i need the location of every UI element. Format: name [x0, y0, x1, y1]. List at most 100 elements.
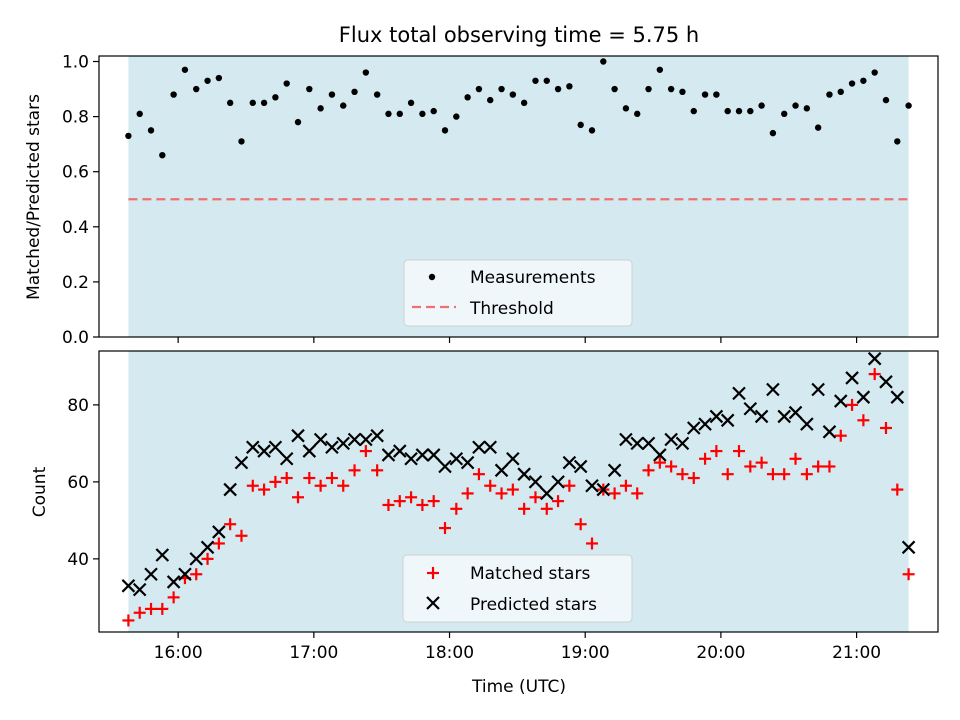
y-tick-label: 40	[67, 550, 89, 570]
measurement-point	[713, 91, 720, 98]
x-axis-ticks	[177, 337, 858, 343]
measurement-point	[837, 88, 844, 96]
measurement-point	[905, 102, 912, 109]
predicted-star-marker	[630, 436, 645, 451]
measurement-point	[588, 127, 596, 134]
x-tick-label: 18:00	[425, 643, 474, 663]
y-tick-label: 0.6	[62, 163, 89, 183]
measurement-point	[679, 88, 686, 96]
y-tick-label: 0.2	[62, 273, 89, 293]
predicted-star-marker	[845, 371, 859, 385]
matched-star-marker	[292, 491, 305, 504]
predicted-star-marker	[788, 405, 803, 420]
predicted-star-marker	[404, 452, 418, 466]
predicted-star-marker	[291, 428, 305, 443]
measurement-point	[622, 105, 630, 112]
matched-star-marker	[393, 495, 406, 508]
measurement-point	[577, 121, 584, 129]
plot-frame	[98, 55, 939, 338]
matched-star-marker	[190, 568, 203, 581]
measurement-point	[894, 138, 901, 145]
matched-star-marker	[314, 479, 327, 492]
predicted-star-marker	[596, 482, 611, 497]
predicted-star-marker	[664, 432, 678, 447]
predicted-star-marker	[743, 401, 758, 416]
measurement-point	[215, 74, 223, 82]
y-tick-label: 1.0	[62, 53, 89, 73]
matched-star-marker	[721, 468, 734, 481]
measurement-point	[690, 107, 697, 115]
predicted-star-marker	[460, 455, 475, 470]
measurement-point	[826, 91, 833, 98]
matched-star-marker	[529, 491, 542, 504]
predicted-star-marker	[732, 386, 746, 401]
matched-star-marker	[518, 502, 531, 515]
matched-star-marker	[766, 468, 779, 481]
predicted-star-marker	[585, 478, 599, 493]
matched-star-marker	[879, 421, 892, 434]
measurement-points	[125, 58, 912, 159]
predicted-star-marker	[189, 552, 204, 566]
count-panel: 40 60 80 16:00 17:00 18:00 19:00 20:00 21:00 Co…	[30, 350, 939, 697]
matched-star-marker	[212, 537, 225, 550]
measurement-point	[860, 77, 867, 84]
predicted-star-marker	[415, 448, 430, 462]
predicted-star-marker	[359, 432, 373, 447]
predicted-star-marker	[517, 467, 531, 481]
measurement-point	[125, 132, 132, 140]
predicted-star-marker	[698, 417, 712, 431]
matched-star-marker	[506, 483, 519, 496]
matched-star-marker	[405, 491, 418, 504]
legend-label-predicted: Predicted stars	[470, 595, 597, 615]
measurement-point	[328, 91, 336, 98]
predicted-star-marker	[573, 459, 588, 474]
matched-star-marker	[902, 568, 915, 581]
predicted-star-marker	[777, 409, 791, 424]
predicted-star-marker	[178, 567, 192, 582]
measurement-point	[735, 107, 743, 115]
matched-star-marker	[812, 460, 825, 473]
y-axis-label: Matched/Predicted stars	[24, 94, 44, 300]
measurement-point	[566, 83, 573, 90]
ratio-panel: 0.0 0.2 0.4 0.6 0.8 1.0 Matched/Predicted sta…	[24, 53, 939, 348]
matched-star-marker	[359, 445, 372, 458]
matched-star-marker	[744, 460, 757, 473]
matched-star-marker	[563, 479, 576, 492]
matched-star-marker	[619, 479, 632, 492]
predicted-star-marker	[212, 525, 226, 539]
measurement-point	[204, 77, 211, 84]
matched-star-marker	[201, 552, 214, 565]
measurement-point	[871, 69, 878, 76]
x-tick-label: 17:00	[289, 643, 338, 663]
matched-star-marker	[122, 614, 135, 627]
measurement-point	[407, 99, 415, 107]
matched-star-marker	[653, 456, 666, 469]
predicted-star-marker	[901, 540, 916, 555]
measurement-point	[385, 110, 392, 118]
measurement-point	[193, 85, 200, 93]
matched-star-marker	[631, 487, 644, 500]
predicted-star-marker	[494, 463, 509, 478]
measurement-point	[758, 102, 765, 109]
measurement-point	[136, 110, 143, 118]
measurement-point	[181, 66, 189, 73]
x-tick-label: 19:00	[561, 643, 610, 663]
matched-star-marker	[439, 522, 452, 535]
matched-star-marker	[371, 464, 384, 477]
predicted-star-marker	[811, 382, 825, 397]
predicted-star-marker	[302, 444, 317, 458]
predicted-star-marker	[336, 436, 351, 451]
predicted-star-marker	[325, 440, 339, 455]
predicted-star-marker	[686, 421, 701, 435]
measurement-point	[634, 110, 641, 118]
predicted-star-marker	[223, 482, 237, 497]
predicted-star-marker	[754, 409, 769, 424]
legend-box	[402, 554, 633, 623]
predicted-star-marker	[121, 579, 136, 593]
matched-star-marker	[687, 472, 700, 485]
y-axis-ticks: 0.0 0.2 0.4 0.6 0.8 1.0	[62, 53, 99, 348]
predicted-star-marker	[833, 394, 848, 408]
legend-label-threshold: Threshold	[469, 299, 554, 319]
matched-star-marker	[246, 479, 259, 492]
x-axis-ticks: 16:00 17:00 18:00 19:00 20:00 21:00	[154, 632, 881, 663]
